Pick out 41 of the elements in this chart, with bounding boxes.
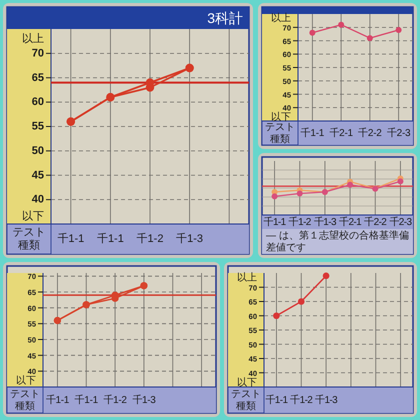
- x-tick-label: 千1-2: [103, 394, 128, 406]
- x-tick-label: 千1-3: [176, 232, 204, 245]
- x-tick-label: 千1-1: [264, 216, 287, 228]
- y-tick-label: 65: [32, 72, 44, 84]
- text: — は、第１志望校の合格基準偏差値です: [266, 229, 409, 253]
- x-tick-label: 千1-1: [96, 232, 124, 245]
- y-tick-label: 以上: [271, 12, 291, 24]
- y-tick-label: 50: [32, 144, 44, 157]
- x-axis-title: テスト種類: [265, 122, 295, 144]
- y-tick-label: 以下: [16, 374, 36, 386]
- x-tick-label: 千1-1: [300, 126, 325, 138]
- x-tick-label: 千1-1: [265, 394, 288, 406]
- y-tick-label: 40: [32, 194, 44, 206]
- x-tick-label: 千2-1: [329, 126, 354, 138]
- x-tick-label: 千1-3: [315, 394, 338, 406]
- x-tick-label: 千1-3: [314, 216, 337, 228]
- x-tick-label: 千1-2: [136, 232, 164, 245]
- y-tick-label: 60: [32, 96, 44, 108]
- y-tick-label: 以下: [237, 376, 257, 388]
- x-tick-label: 千1-1: [57, 232, 84, 245]
- x-tick-label: 千2-2: [358, 126, 382, 138]
- x-axis-title: テスト種類: [12, 226, 46, 252]
- y-tick-label: 以上: [237, 270, 257, 283]
- x-tick-label: 千1-3: [132, 394, 156, 406]
- x-tick-label: 千2-3: [389, 216, 412, 228]
- x-axis-title: テスト種類: [231, 388, 261, 412]
- x-tick-label: 千2-1: [339, 216, 362, 228]
- x-tick-label: 千1-2: [290, 394, 314, 406]
- y-tick-label: 以下: [271, 110, 291, 122]
- x-tick-label: 千2-3: [386, 126, 411, 138]
- x-tick-label: 千1-1: [46, 394, 70, 406]
- y-tick-label: 以上: [22, 32, 44, 45]
- x-axis-title: テスト種類: [10, 388, 40, 412]
- chart-title: 3科計: [207, 10, 243, 26]
- x-tick-label: 千2-2: [364, 216, 388, 228]
- y-tick-label: 以下: [22, 210, 44, 223]
- x-tick-label: 千1-2: [288, 216, 312, 228]
- y-tick-label: 45: [32, 169, 44, 182]
- x-tick-label: 千1-1: [74, 394, 99, 406]
- y-tick-label: 55: [32, 120, 44, 132]
- y-tick-label: 70: [32, 47, 44, 60]
